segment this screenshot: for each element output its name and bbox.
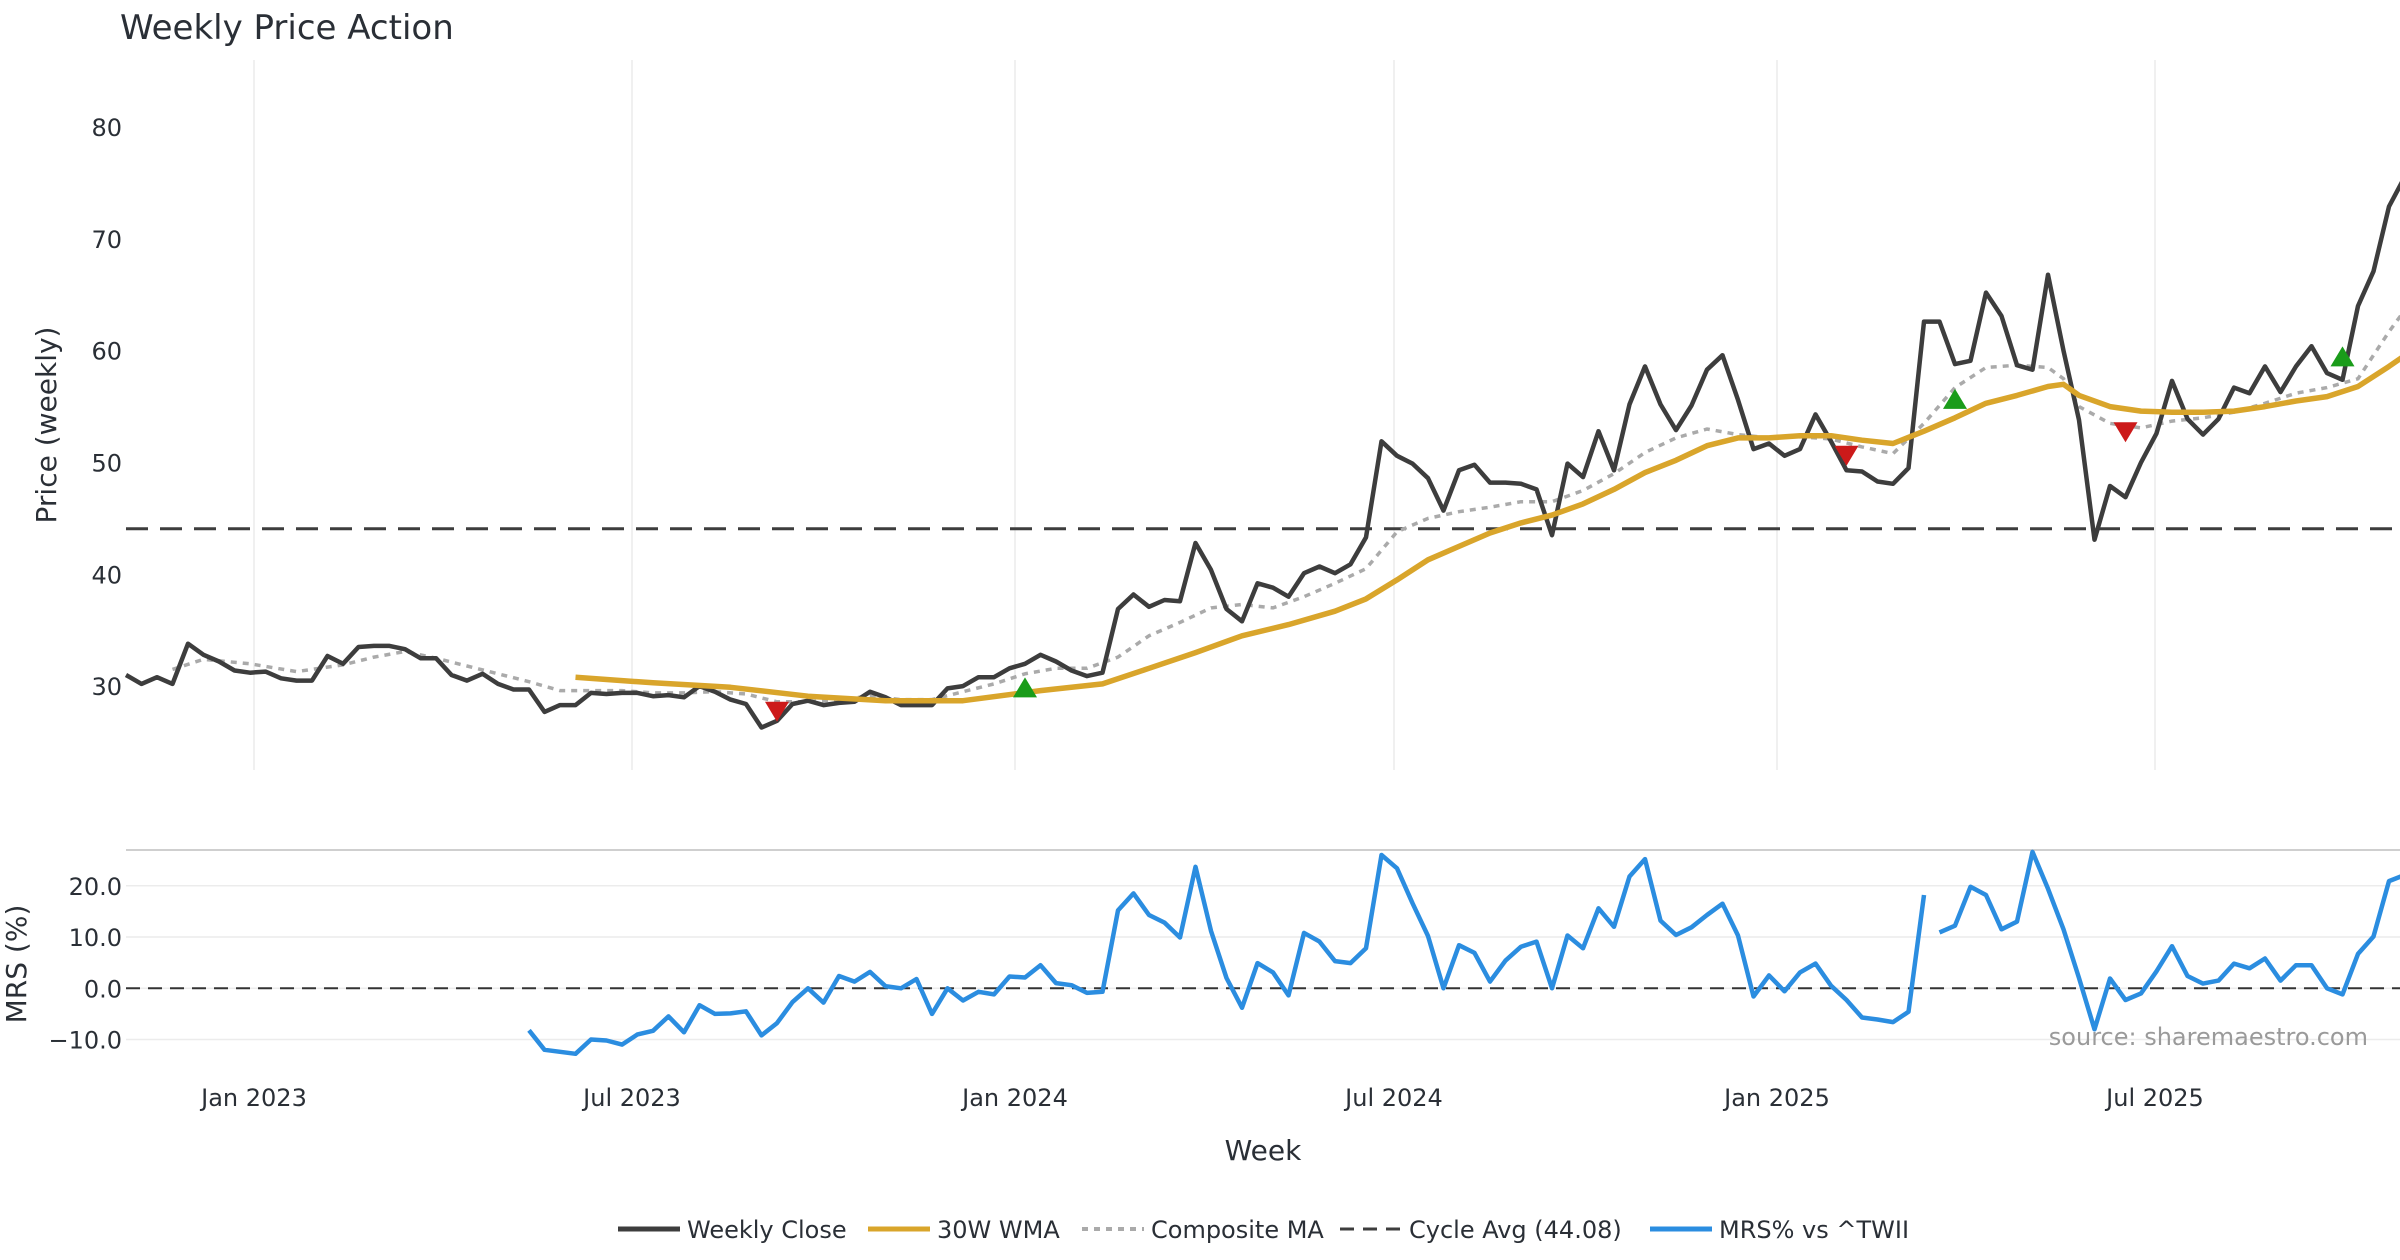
price-grid: [253, 60, 2156, 770]
x-tick: Jul 2024: [1343, 1084, 1443, 1112]
series-mrs: [1938, 849, 2400, 1032]
mrs-series: [527, 849, 2400, 1057]
legend-label: Composite MA: [1151, 1216, 1324, 1244]
price-y-tick: 50: [91, 450, 122, 478]
buy-signal-marker: [1943, 388, 1967, 409]
price-y-tick: 80: [91, 114, 122, 142]
price-y-axis-label: Price (weekly): [30, 327, 63, 524]
mrs-y-tick: 10.0: [69, 924, 122, 952]
price-y-tick: 30: [91, 673, 122, 701]
source-note: source: sharemaestro.com: [2049, 1023, 2368, 1051]
legend-label: MRS% vs ^TWII: [1719, 1216, 1909, 1244]
sell-signal-marker: [2113, 422, 2138, 443]
mrs-grid: [126, 885, 2400, 1041]
series-mrs: [527, 852, 1927, 1057]
chart-title: Weekly Price Action: [120, 8, 454, 48]
mrs-y-axis-label: MRS (%): [0, 905, 33, 1024]
buy-signal-marker: [2330, 346, 2355, 367]
mrs-y-tick: 20.0: [69, 873, 122, 901]
legend: Weekly Close 30W WMA Composite MA Cycle Avg…: [618, 1216, 1909, 1244]
x-tick: Jul 2025: [2104, 1084, 2204, 1112]
series-composite-ma: [171, 313, 2400, 704]
series-weekly-close: [124, 181, 2400, 730]
x-axis-label: Week: [1225, 1134, 1302, 1167]
price-y-tick: 60: [91, 338, 122, 366]
legend-label: 30W WMA: [937, 1216, 1060, 1244]
x-ticks: Jan 2023 Jul 2023 Jan 2024 Jul 2024 Jan 2025…: [199, 1084, 2204, 1112]
x-tick: Jul 2023: [581, 1084, 681, 1112]
sell-signal-marker: [765, 701, 789, 722]
x-tick: Jan 2025: [1722, 1084, 1830, 1112]
signal-markers: [765, 346, 2355, 722]
x-tick: Jan 2023: [199, 1084, 307, 1112]
price-y-tick: 70: [91, 226, 122, 254]
buy-signal-marker: [1013, 677, 1037, 698]
sell-signal-marker: [1834, 445, 1859, 466]
price-y-ticks: 30 40 50 60 70 80: [91, 114, 122, 701]
x-tick: Jan 2024: [960, 1084, 1068, 1112]
mrs-y-ticks: −10.0 0.0 10.0 20.0: [48, 873, 122, 1055]
mrs-y-tick: 0.0: [84, 975, 122, 1003]
mrs-y-tick: −10.0: [48, 1027, 122, 1055]
price-series: [124, 181, 2400, 730]
series-30w-wma: [575, 355, 2400, 704]
price-y-tick: 40: [91, 561, 122, 589]
legend-label: Cycle Avg (44.08): [1409, 1216, 1622, 1244]
legend-label: Weekly Close: [687, 1216, 847, 1244]
